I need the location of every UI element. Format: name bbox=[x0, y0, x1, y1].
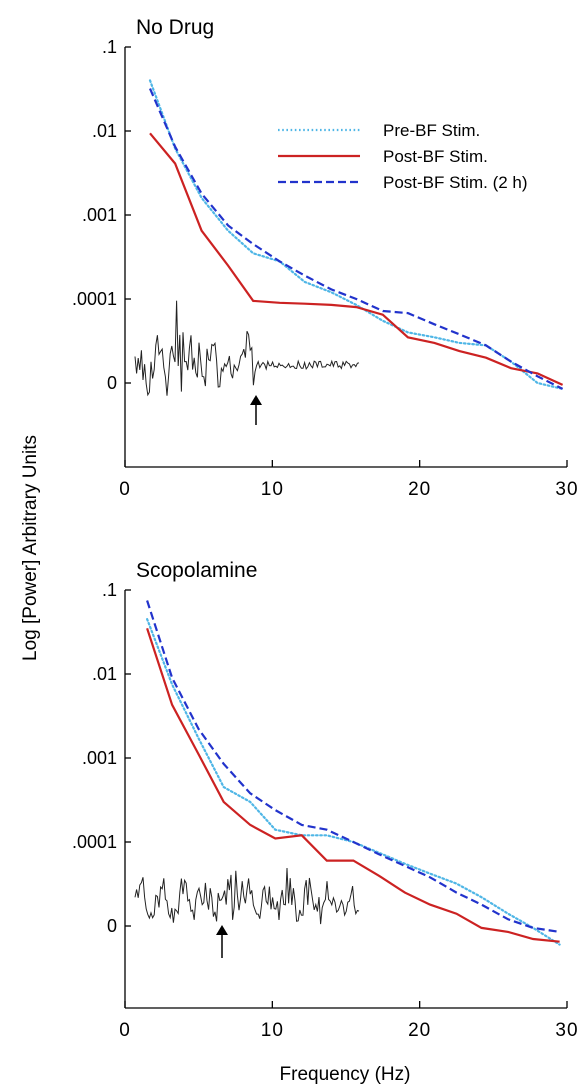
arrow-head-icon bbox=[250, 395, 262, 405]
y-tick-label: 0 bbox=[107, 916, 117, 936]
panel-title: Scopolamine bbox=[136, 559, 257, 582]
arrow-head-icon bbox=[216, 925, 228, 935]
y-tick-label: .01 bbox=[92, 664, 117, 684]
eeg-trace-sample bbox=[134, 867, 360, 925]
legend: Pre-BF Stim. Post-BF Stim. Post-BF Stim. (… bbox=[278, 121, 528, 192]
x-axis-label: Frequency (Hz) bbox=[280, 1064, 411, 1085]
eeg-trace-sample bbox=[134, 300, 360, 397]
x-tick-label: 0 bbox=[119, 479, 131, 500]
series-line-post-bf-stim bbox=[149, 132, 564, 386]
x-tick-label: 20 bbox=[408, 1020, 431, 1041]
legend-label: Post-BF Stim. bbox=[383, 147, 488, 166]
panel-title: No Drug bbox=[136, 16, 214, 39]
y-tick-label: .0001 bbox=[72, 289, 117, 309]
x-tick-label: 20 bbox=[408, 479, 431, 500]
legend-label: Post-BF Stim. (2 h) bbox=[383, 173, 528, 192]
panel-no-drug: No Drug .1 .01 .001 .0001 0 0 10 20 30 bbox=[72, 16, 578, 500]
y-axis-label: Log [Power] Arbitrary Units bbox=[20, 435, 41, 661]
series-line-post-bf-stim-2-h bbox=[146, 600, 560, 933]
legend-label: Pre-BF Stim. bbox=[383, 121, 480, 140]
series-line-pre-bf-stim bbox=[148, 79, 564, 390]
x-tick-label: 30 bbox=[555, 479, 578, 500]
y-tick-label: .001 bbox=[82, 205, 117, 225]
y-tick-label: .0001 bbox=[72, 832, 117, 852]
series-line-post-bf-stim bbox=[146, 627, 560, 943]
x-tick-label: 10 bbox=[261, 479, 284, 500]
y-tick-label: 0 bbox=[107, 373, 117, 393]
y-tick-label: .1 bbox=[102, 37, 117, 57]
y-tick-label: .01 bbox=[92, 121, 117, 141]
y-tick-label: .1 bbox=[102, 580, 117, 600]
y-tick-label: .001 bbox=[82, 748, 117, 768]
series-line-post-bf-stim-2-h bbox=[148, 88, 564, 390]
x-tick-label: 10 bbox=[261, 1020, 284, 1041]
panel-scopolamine: Scopolamine .1 .01 .001 .0001 0 0 10 20 30 bbox=[72, 559, 578, 1041]
x-tick-label: 0 bbox=[119, 1020, 131, 1041]
x-tick-label: 30 bbox=[555, 1020, 578, 1041]
